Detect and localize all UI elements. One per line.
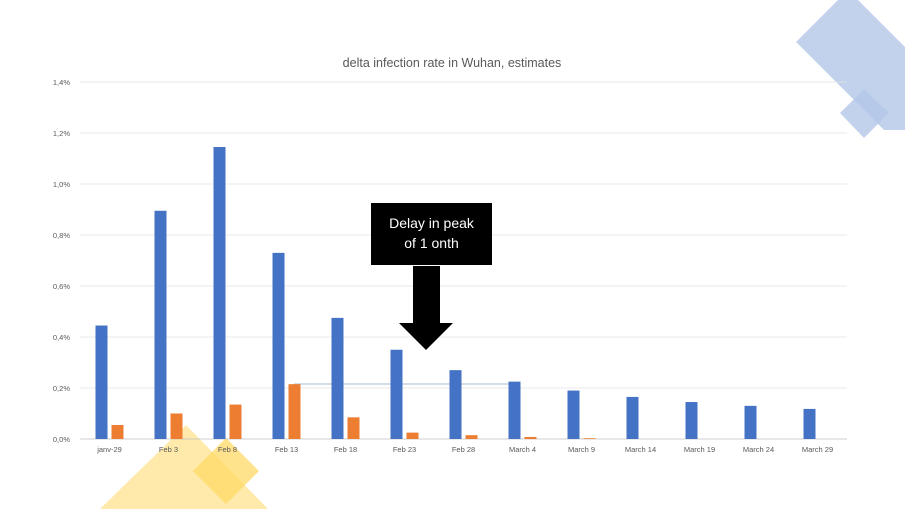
bar xyxy=(272,252,285,439)
bar xyxy=(154,210,167,439)
bar xyxy=(229,404,242,439)
annotation-arrow xyxy=(399,266,453,350)
annotation-callout: Delay in peak of 1 onth xyxy=(371,203,492,350)
bar xyxy=(685,402,698,439)
bar xyxy=(331,317,344,439)
bar xyxy=(95,325,108,439)
y-tick-label: 0,4% xyxy=(53,333,70,342)
bar xyxy=(803,408,816,439)
decor-yellow-diamond xyxy=(193,438,259,504)
bar xyxy=(288,384,301,439)
decor-blue-diamond xyxy=(796,0,905,130)
chart-title: delta infection rate in Wuhan, estimates xyxy=(343,56,562,70)
annotation-box xyxy=(371,203,492,265)
bar xyxy=(170,413,183,439)
annotation-line-1: Delay in peak xyxy=(389,215,475,231)
x-tick-label: Feb 3 xyxy=(159,445,178,454)
bar xyxy=(524,436,537,439)
y-axis-ticks: 0,0% 0,2% 0,4% 0,6% 0,8% 1,0% 1,2% 1,4% xyxy=(53,78,70,444)
bar xyxy=(390,349,403,439)
y-tick-label: 1,2% xyxy=(53,129,70,138)
x-tick-label: janv-29 xyxy=(96,445,122,454)
x-tick-label: March 19 xyxy=(684,445,715,454)
y-tick-label: 0,8% xyxy=(53,231,70,240)
x-tick-label: Feb 18 xyxy=(334,445,357,454)
bar xyxy=(744,405,757,439)
bar xyxy=(465,435,478,439)
y-tick-label: 1,0% xyxy=(53,180,70,189)
bars xyxy=(95,147,816,439)
x-tick-label: Feb 13 xyxy=(275,445,298,454)
x-axis-ticks: janv-29 Feb 3 Feb 8 Feb 13 Feb 18 Feb 23 Feb 2… xyxy=(96,445,833,454)
y-tick-label: 0,2% xyxy=(53,384,70,393)
x-tick-label: March 9 xyxy=(568,445,595,454)
x-tick-label: Feb 8 xyxy=(218,445,237,454)
x-tick-label: March 29 xyxy=(802,445,833,454)
annotation-line-2: of 1 onth xyxy=(404,235,459,251)
bar xyxy=(626,396,639,439)
bar xyxy=(508,381,521,439)
bar xyxy=(347,417,360,439)
bar xyxy=(583,438,596,439)
bar xyxy=(406,432,419,439)
x-tick-label: March 14 xyxy=(625,445,656,454)
bar xyxy=(567,390,580,439)
bar xyxy=(111,424,124,439)
x-tick-label: Feb 23 xyxy=(393,445,416,454)
y-tick-label: 0,6% xyxy=(53,282,70,291)
decorative-shapes xyxy=(100,0,905,509)
x-tick-label: March 4 xyxy=(509,445,536,454)
y-tick-label: 1,4% xyxy=(53,78,70,87)
x-tick-label: March 24 xyxy=(743,445,774,454)
y-tick-label: 0,0% xyxy=(53,435,70,444)
decor-blue-small-diamond xyxy=(840,89,889,138)
bar xyxy=(213,147,226,439)
bar xyxy=(449,370,462,439)
x-tick-label: Feb 28 xyxy=(452,445,475,454)
